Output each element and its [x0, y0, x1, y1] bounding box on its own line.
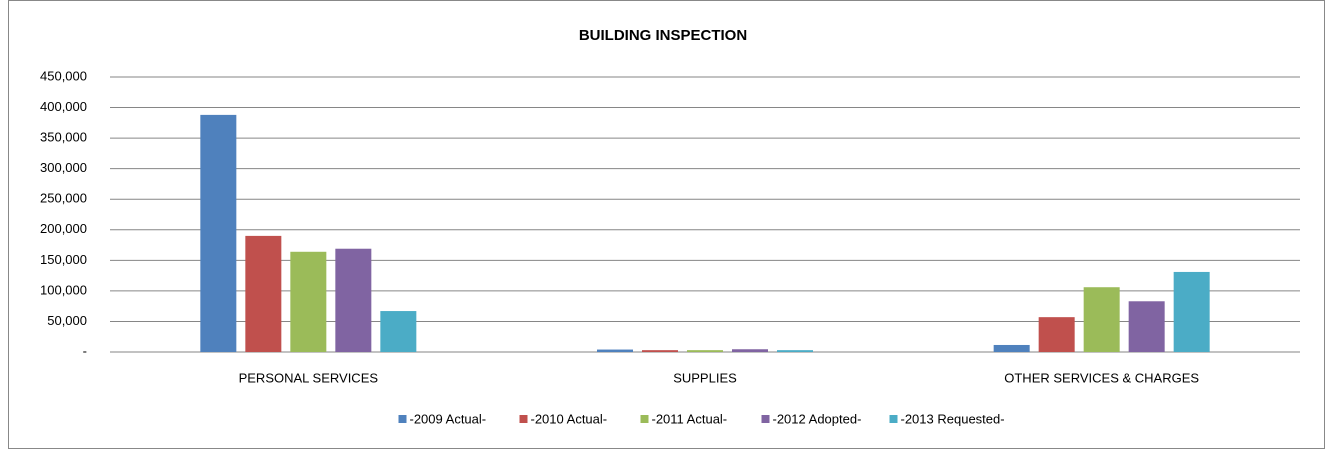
- bar: [200, 114, 237, 352]
- bar: [687, 350, 723, 352]
- legend-label: -2011 Actual-: [652, 411, 728, 426]
- bar: [1083, 287, 1120, 352]
- x-tick-label: PERSONAL SERVICES: [239, 370, 379, 385]
- bar: [993, 344, 1030, 352]
- y-tick-label: 50,000: [47, 313, 87, 328]
- y-tick-label: 350,000: [40, 130, 87, 145]
- bar: [1173, 271, 1210, 352]
- legend-label: -2013 Requested-: [901, 411, 1005, 426]
- bar: [597, 349, 633, 352]
- bar: [290, 251, 327, 352]
- legend-swatch: [889, 415, 898, 423]
- bar: [642, 350, 678, 352]
- bar: [732, 349, 768, 352]
- legend-label: -2009 Actual-: [410, 411, 487, 426]
- legend-swatch: [398, 415, 407, 423]
- legend-label: -2012 Adopted-: [773, 411, 862, 426]
- y-tick-label: 300,000: [40, 160, 87, 175]
- legend-label: -2010 Actual-: [531, 411, 608, 426]
- y-tick-label: -: [83, 343, 87, 358]
- y-tick-label: 450,000: [40, 68, 87, 83]
- bar: [380, 311, 417, 352]
- x-tick-label: SUPPLIES: [673, 370, 737, 385]
- y-tick-label: 150,000: [40, 252, 87, 267]
- bar: [245, 235, 282, 352]
- y-tick-label: 400,000: [40, 99, 87, 114]
- legend-swatch: [761, 415, 770, 423]
- x-tick-label: OTHER SERVICES & CHARGES: [1004, 370, 1199, 385]
- y-tick-label: 100,000: [40, 282, 87, 297]
- legend-swatch: [640, 415, 649, 423]
- chart-title: BUILDING INSPECTION: [579, 27, 747, 44]
- bar: [777, 350, 813, 352]
- bar: [335, 248, 372, 352]
- legend-swatch: [519, 415, 528, 423]
- bar: [1038, 317, 1075, 352]
- bar: [1128, 301, 1165, 352]
- y-tick-label: 200,000: [40, 221, 87, 236]
- y-tick-label: 250,000: [40, 191, 87, 206]
